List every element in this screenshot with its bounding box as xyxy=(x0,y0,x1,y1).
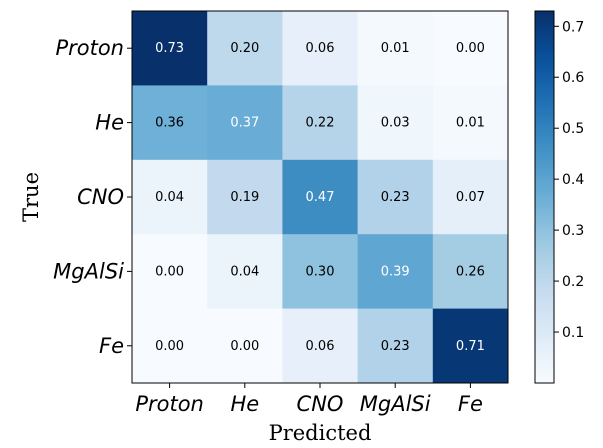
heatmap-cell xyxy=(207,308,283,384)
heatmap-cell xyxy=(357,234,434,310)
y-axis-label: True xyxy=(19,172,43,222)
cell-value-label: 0.00 xyxy=(155,264,184,279)
y-tick-label: CNO xyxy=(77,185,124,209)
cell-value-label: 0.19 xyxy=(230,190,259,205)
y-tick-label: He xyxy=(95,111,124,135)
heatmap-cell xyxy=(432,11,509,86)
heatmap-cell xyxy=(282,159,359,235)
heatmap-cell xyxy=(432,308,509,384)
heatmap-cell xyxy=(132,11,208,86)
colorbar-tick-label: 0.2 xyxy=(562,274,584,290)
cell-value-label: 0.06 xyxy=(306,339,335,354)
cell-value-label: 0.73 xyxy=(155,41,184,56)
cell-value-label: 0.06 xyxy=(306,41,335,56)
y-tick-label: Fe xyxy=(99,334,124,358)
cell-value-label: 0.23 xyxy=(381,190,410,205)
heatmap-cell xyxy=(207,159,283,235)
y-tick-label: Proton xyxy=(55,36,124,60)
heatmap-cell xyxy=(207,234,283,310)
heatmap-cell xyxy=(432,159,509,235)
heatmap-cell xyxy=(282,308,359,384)
cell-value-label: 0.22 xyxy=(306,116,335,131)
heatmap-cell xyxy=(282,85,359,161)
heatmap-cell xyxy=(432,85,509,161)
heatmap-cell xyxy=(132,308,208,384)
heatmap-cell xyxy=(282,11,359,86)
cell-value-label: 0.30 xyxy=(306,264,335,279)
x-axis-ticks: Proton He CNO MgAlSi Fe xyxy=(135,383,483,416)
cell-value-label: 0.00 xyxy=(456,41,485,56)
colorbar-tick-label: 0.7 xyxy=(562,19,584,35)
colorbar-tick-label: 0.5 xyxy=(562,121,584,137)
heatmap-cell xyxy=(207,85,283,161)
heatmap-cell xyxy=(357,159,434,235)
colorbar-tick-label: 0.3 xyxy=(562,223,584,239)
colorbar xyxy=(534,10,555,384)
cell-value-label: 0.20 xyxy=(230,41,259,56)
x-tick-label: MgAlSi xyxy=(360,392,431,416)
cell-value-label: 0.07 xyxy=(456,190,485,205)
heatmap-cells: 0.73 0.20 0.06 0.01 0.00 0.36 0.37 0.22 0.03 0.01… xyxy=(132,11,509,384)
cell-value-label: 0.71 xyxy=(456,339,485,354)
cell-value-label: 0.26 xyxy=(456,264,485,279)
x-tick-label: CNO xyxy=(297,392,344,416)
colorbar-tick-label: 0.6 xyxy=(562,70,584,86)
cell-value-label: 0.04 xyxy=(230,264,259,279)
heatmap-cell xyxy=(282,234,359,310)
y-tick-label: MgAlSi xyxy=(53,259,124,283)
x-axis-label: Predicted xyxy=(269,421,372,445)
x-tick-label: Fe xyxy=(458,392,483,416)
y-axis-ticks: Proton He CNO MgAlSi Fe xyxy=(53,36,132,358)
colorbar-tick-label: 0.1 xyxy=(562,325,584,341)
cell-value-label: 0.01 xyxy=(381,41,410,56)
colorbar-tick-label: 0.4 xyxy=(562,172,584,188)
heatmap-cell xyxy=(432,234,509,310)
cell-value-label: 0.37 xyxy=(230,116,259,131)
cell-value-label: 0.23 xyxy=(381,339,410,354)
cell-value-label: 0.36 xyxy=(155,116,184,131)
heatmap-cell xyxy=(357,85,434,161)
x-tick-label: Proton xyxy=(135,392,204,416)
cell-value-label: 0.47 xyxy=(306,190,335,205)
x-tick-label: He xyxy=(230,392,259,416)
cell-value-label: 0.04 xyxy=(155,190,184,205)
heatmap-cell xyxy=(132,234,208,310)
colorbar-ticks: 0.1 0.2 0.3 0.4 0.5 0.6 0.7 xyxy=(554,19,584,341)
cell-value-label: 0.39 xyxy=(381,264,410,279)
cell-value-label: 0.00 xyxy=(155,339,184,354)
heatmap-cell xyxy=(357,308,434,384)
heatmap-cell xyxy=(357,11,434,86)
cell-value-label: 0.01 xyxy=(456,116,485,131)
heatmap-cell xyxy=(132,85,208,161)
cell-value-label: 0.00 xyxy=(230,339,259,354)
heatmap-cell xyxy=(207,11,283,86)
heatmap-cell xyxy=(132,159,208,235)
cell-value-label: 0.03 xyxy=(381,116,410,131)
